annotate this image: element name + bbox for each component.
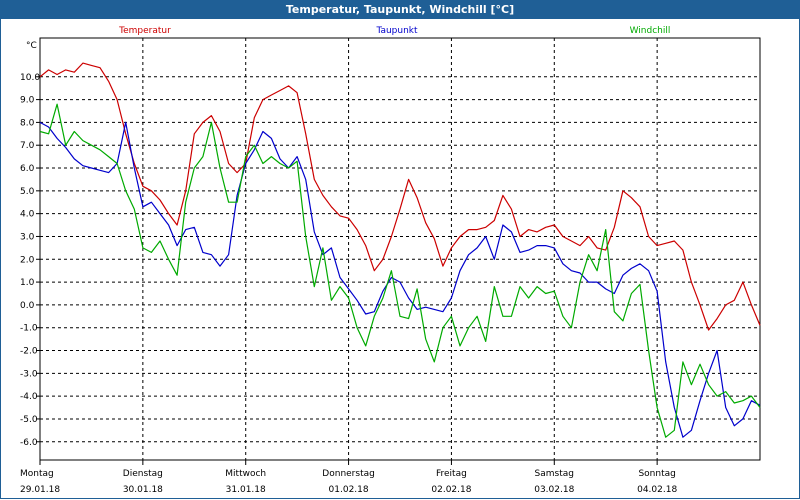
x-tick-date-label: 29.01.18 [20, 485, 60, 495]
x-tick-date-label: 31.01.18 [226, 485, 266, 495]
y-tick-label: 7.0 [20, 141, 35, 151]
x-tick-day-label: Dienstag [123, 469, 163, 479]
x-tick-date-label: 02.02.18 [431, 485, 471, 495]
x-tick-date-label: 30.01.18 [123, 485, 163, 495]
x-tick-day-label: Mittwoch [225, 469, 266, 479]
legend-label-windchill: Windchill [630, 26, 671, 36]
chart-titlebar: Temperatur, Taupunkt, Windchill [°C] [0, 0, 800, 19]
plot-area [39, 37, 761, 461]
x-tick-day-label: Freitag [436, 469, 467, 479]
x-tick-date-label: 03.02.18 [534, 485, 574, 495]
y-tick-label: 9.0 [20, 96, 35, 106]
x-tick-date-label: 01.02.18 [329, 485, 369, 495]
y-axis-unit-label: °C [26, 41, 37, 51]
y-tick-label: 3.0 [20, 232, 35, 242]
y-tick-label: 6.0 [20, 164, 35, 174]
x-tick-day-label: Montag [20, 469, 54, 479]
y-tick-label: 8.0 [20, 118, 35, 128]
legend-label-temperatur: Temperatur [118, 26, 171, 36]
x-tick-date-label: 04.02.18 [637, 485, 677, 495]
y-tick-label: -5.0 [20, 415, 38, 425]
y-tick-label: 2.0 [20, 255, 35, 265]
y-tick-label: 10.0 [20, 73, 40, 83]
x-tick-day-label: Sonntag [638, 469, 675, 479]
y-tick-label: 4.0 [20, 210, 35, 220]
y-tick-label: -4.0 [20, 392, 38, 402]
y-tick-label: 0.0 [20, 301, 35, 311]
series-line-taupunkt [39, 121, 761, 438]
y-tick-label: 5.0 [20, 187, 35, 197]
y-tick-label: -6.0 [20, 438, 38, 448]
legend-label-taupunkt: Taupunkt [375, 26, 418, 36]
series-line-temperatur [39, 62, 761, 331]
y-tick-label: -1.0 [20, 324, 38, 334]
x-tick-day-label: Samstag [535, 469, 574, 479]
series-line-windchill [39, 103, 761, 438]
y-tick-label: -3.0 [20, 369, 38, 379]
y-tick-label: -2.0 [20, 347, 38, 357]
chart-title: Temperatur, Taupunkt, Windchill [°C] [285, 3, 515, 16]
x-tick-day-label: Donnerstag [322, 469, 375, 479]
y-tick-label: 1.0 [20, 278, 35, 288]
